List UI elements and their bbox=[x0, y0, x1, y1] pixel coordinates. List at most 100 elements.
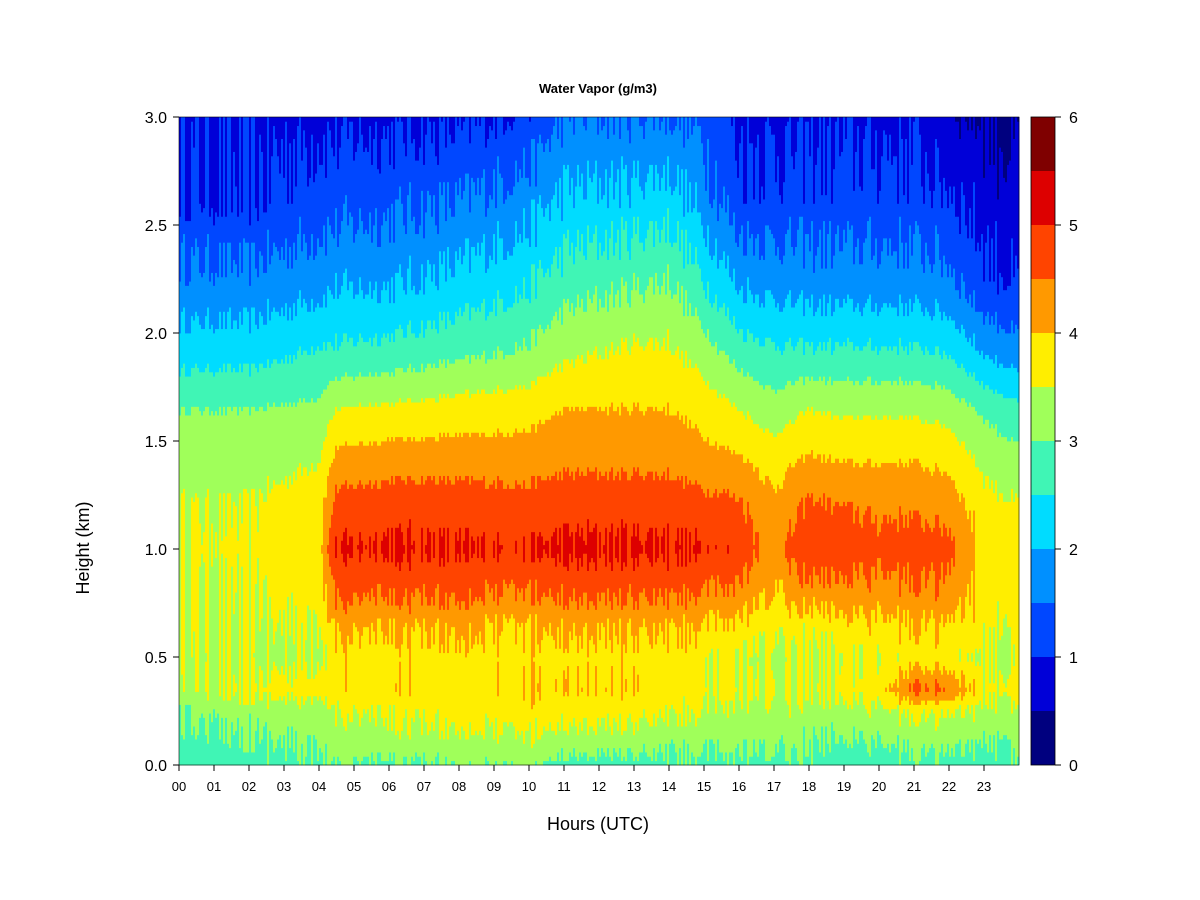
heatmap-cell bbox=[867, 220, 870, 299]
heatmap-cell bbox=[669, 592, 672, 623]
heatmap-cell bbox=[937, 644, 940, 662]
heatmap-cell bbox=[491, 587, 494, 623]
heatmap-cell bbox=[939, 752, 942, 766]
heatmap-cell bbox=[587, 406, 590, 468]
heatmap-cell bbox=[521, 389, 524, 433]
heatmap-cell bbox=[859, 350, 862, 386]
heatmap-cell bbox=[699, 117, 702, 127]
heatmap-cell bbox=[381, 402, 384, 442]
heatmap-cell bbox=[531, 531, 534, 563]
heatmap-cell bbox=[191, 315, 194, 368]
heatmap-cell bbox=[945, 263, 948, 317]
heatmap-cell bbox=[857, 743, 860, 766]
heatmap-cell bbox=[869, 458, 872, 507]
heatmap-cell bbox=[527, 618, 530, 731]
heatmap-cell bbox=[903, 117, 906, 196]
heatmap-cell bbox=[371, 622, 374, 705]
heatmap-cell bbox=[419, 626, 422, 718]
heatmap-cell bbox=[877, 466, 880, 537]
heatmap-cell bbox=[647, 173, 650, 230]
heatmap-cell bbox=[605, 289, 608, 347]
heatmap-cell bbox=[791, 536, 794, 559]
heatmap-cell bbox=[721, 704, 724, 753]
heatmap-cell bbox=[293, 402, 296, 472]
heatmap-cell bbox=[803, 268, 806, 317]
heatmap-cell bbox=[221, 276, 224, 330]
heatmap-cell bbox=[383, 441, 386, 481]
heatmap-cell bbox=[243, 704, 246, 753]
heatmap-cell bbox=[769, 289, 772, 338]
heatmap-cell bbox=[301, 250, 304, 308]
heatmap-cell bbox=[617, 730, 620, 757]
heatmap-cell bbox=[327, 216, 330, 286]
heatmap-cell bbox=[755, 147, 758, 239]
heatmap-cell bbox=[959, 333, 962, 368]
heatmap-cell bbox=[465, 609, 468, 658]
heatmap-cell bbox=[391, 117, 394, 122]
heatmap-cell bbox=[253, 363, 256, 407]
heatmap-cell bbox=[799, 501, 802, 584]
heatmap-cell bbox=[471, 536, 474, 559]
heatmap-cell bbox=[195, 691, 198, 740]
heatmap-cell bbox=[391, 760, 394, 766]
heatmap-cell bbox=[893, 307, 896, 347]
heatmap-cell bbox=[575, 406, 578, 472]
heatmap-cell bbox=[521, 488, 524, 589]
heatmap-cell bbox=[709, 389, 712, 446]
heatmap-cell bbox=[417, 708, 420, 757]
heatmap-cell bbox=[205, 246, 208, 317]
heatmap-cell bbox=[567, 117, 570, 165]
heatmap-cell bbox=[221, 328, 224, 373]
heatmap-cell bbox=[237, 216, 240, 278]
heatmap-cell bbox=[895, 695, 898, 710]
heatmap-cell bbox=[679, 549, 682, 593]
heatmap-cell bbox=[495, 207, 498, 265]
heatmap-cell bbox=[207, 307, 210, 364]
heatmap-cell bbox=[577, 734, 580, 762]
heatmap-cell bbox=[915, 704, 918, 727]
heatmap-cell bbox=[381, 441, 384, 481]
heatmap-cell bbox=[417, 402, 420, 442]
heatmap-cell bbox=[767, 428, 770, 476]
heatmap-cell bbox=[791, 345, 794, 386]
heatmap-cell bbox=[641, 592, 644, 628]
heatmap-cell bbox=[807, 492, 810, 584]
heatmap-cell bbox=[885, 708, 888, 749]
heatmap-cell bbox=[393, 752, 396, 766]
heatmap-cell bbox=[815, 734, 818, 766]
heatmap-cell bbox=[681, 350, 684, 416]
heatmap-cell bbox=[395, 272, 398, 330]
heatmap-cell bbox=[483, 168, 486, 235]
heatmap-cell bbox=[441, 557, 444, 606]
heatmap-cell bbox=[905, 583, 908, 628]
heatmap-cell bbox=[503, 436, 506, 489]
heatmap-cell bbox=[917, 510, 920, 597]
heatmap-cell bbox=[909, 760, 912, 766]
heatmap-cell bbox=[241, 523, 244, 567]
heatmap-cell bbox=[739, 497, 742, 584]
heatmap-cell bbox=[323, 441, 326, 498]
heatmap-cell bbox=[497, 531, 500, 563]
heatmap-cell bbox=[691, 592, 694, 623]
heatmap-cell bbox=[247, 117, 250, 243]
heatmap-cell bbox=[871, 117, 874, 170]
heatmap-cell bbox=[751, 657, 754, 667]
heatmap-cell bbox=[437, 333, 440, 368]
heatmap-cell bbox=[313, 181, 316, 260]
heatmap-cell bbox=[875, 622, 878, 710]
heatmap-cell bbox=[363, 488, 366, 593]
heatmap-cell bbox=[531, 138, 534, 200]
heatmap-cell bbox=[861, 730, 864, 766]
heatmap-cell bbox=[877, 354, 880, 386]
heatmap-cell bbox=[345, 527, 348, 567]
heatmap-cell bbox=[481, 389, 484, 433]
heatmap-cell bbox=[757, 233, 760, 295]
heatmap-cell bbox=[603, 307, 606, 360]
heatmap-cell bbox=[473, 540, 476, 554]
heatmap-cell bbox=[263, 579, 266, 688]
heatmap-cell bbox=[497, 743, 500, 766]
heatmap-cell bbox=[737, 648, 740, 744]
heatmap-cell bbox=[735, 501, 738, 576]
heatmap-cell bbox=[503, 721, 506, 762]
heatmap-cell bbox=[941, 475, 944, 537]
